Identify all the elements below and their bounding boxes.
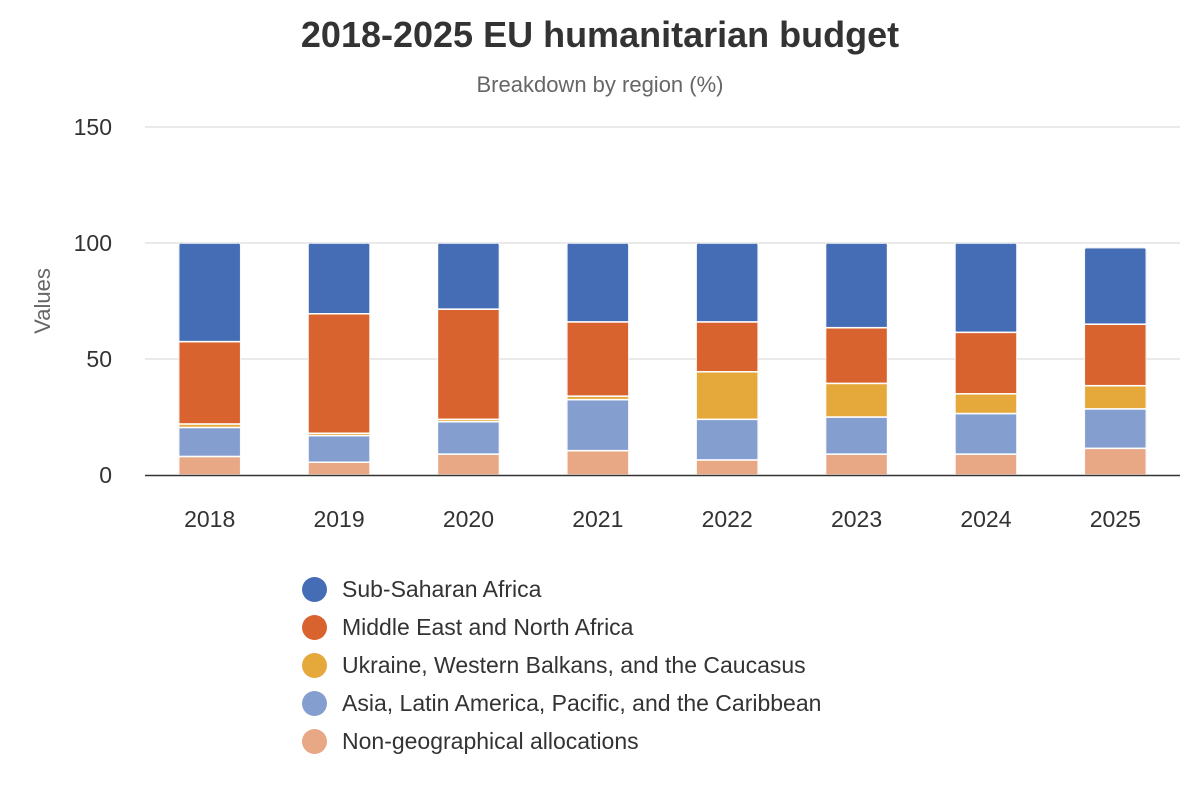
bar-segment[interactable] <box>1084 247 1147 325</box>
axes: 0 50 100 150 Values 2018 2019 2020 2021 2022 2023 2… <box>30 114 1180 532</box>
bar-stack-2020[interactable] <box>437 243 500 476</box>
bar-segment[interactable] <box>308 243 371 315</box>
legend-item[interactable]: Middle East and North Africa <box>302 608 821 646</box>
bar-segment[interactable] <box>437 308 500 421</box>
bar-stack-2024[interactable] <box>954 243 1017 476</box>
x-tick-label: 2022 <box>702 506 753 532</box>
bar-segment[interactable] <box>825 326 888 385</box>
y-axis-title: Values <box>30 268 55 334</box>
bar-segment[interactable] <box>178 426 241 458</box>
x-tick-label: 2018 <box>184 506 235 532</box>
bar-segment[interactable] <box>308 461 371 476</box>
bar-segment[interactable] <box>437 420 500 455</box>
legend-label: Non-geographical allocations <box>342 727 639 754</box>
legend-item[interactable]: Asia, Latin America, Pacific, and the Ca… <box>302 684 821 722</box>
bar-segment[interactable] <box>825 416 888 455</box>
bar-segment[interactable] <box>954 453 1017 476</box>
bar-segment[interactable] <box>178 455 241 476</box>
legend-label: Sub-Saharan Africa <box>342 575 542 602</box>
legend-label: Asia, Latin America, Pacific, and the Ca… <box>342 689 822 716</box>
x-tick-label: 2025 <box>1090 506 1141 532</box>
stacked-bar-chart: 0 50 100 150 Values 2018 2019 2020 2021 2022 2023 2… <box>30 114 1180 532</box>
legend: Sub-Saharan Africa Middle East and North … <box>302 570 821 760</box>
bar-segment[interactable] <box>825 243 888 329</box>
bar-segment[interactable] <box>437 453 500 476</box>
y-tick-label: 50 <box>86 346 112 372</box>
bar-segment[interactable] <box>696 459 759 476</box>
bar-segment[interactable] <box>308 434 371 463</box>
legend-item[interactable]: Non-geographical allocations <box>302 722 821 760</box>
x-tick-label: 2023 <box>831 506 882 532</box>
bar-stack-2025[interactable] <box>1084 247 1147 476</box>
bar-segment[interactable] <box>1084 447 1147 476</box>
legend-swatch <box>302 690 327 716</box>
chart-subtitle: Breakdown by region (%) <box>476 72 724 97</box>
bar-segment[interactable] <box>566 321 629 397</box>
legend-swatch <box>302 652 327 678</box>
bar-stack-2018[interactable] <box>178 243 241 476</box>
bar-segment[interactable] <box>696 243 759 323</box>
bar-segment[interactable] <box>566 398 629 452</box>
bar-segment[interactable] <box>1084 323 1147 387</box>
bar-segment[interactable] <box>308 313 371 434</box>
x-tick-label: 2021 <box>572 506 623 532</box>
bar-segment[interactable] <box>825 382 888 418</box>
legend-swatch <box>302 614 327 640</box>
bar-segment[interactable] <box>954 393 1017 415</box>
bar-segment[interactable] <box>437 243 500 310</box>
bar-stack-2019[interactable] <box>308 243 371 476</box>
legend-item[interactable]: Sub-Saharan Africa <box>302 570 821 608</box>
bar-stack-2023[interactable] <box>825 243 888 476</box>
bar-segment[interactable] <box>696 418 759 461</box>
bar-segment[interactable] <box>954 243 1017 334</box>
x-tick-label: 2024 <box>960 506 1011 532</box>
bar-segment[interactable] <box>178 243 241 343</box>
bar-segment[interactable] <box>825 453 888 476</box>
legend-swatch <box>302 728 327 754</box>
bar-segment[interactable] <box>1084 384 1147 410</box>
x-tick-label: 2020 <box>443 506 494 532</box>
gridlines <box>145 126 1180 360</box>
bar-segment[interactable] <box>1084 408 1147 450</box>
legend-label: Middle East and North Africa <box>342 613 634 640</box>
bars <box>178 243 1147 476</box>
bar-segment[interactable] <box>954 331 1017 395</box>
bar-stack-2022[interactable] <box>696 243 759 476</box>
y-tick-label: 150 <box>74 114 112 140</box>
bar-stack-2021[interactable] <box>566 243 629 476</box>
bar-segment[interactable] <box>566 449 629 476</box>
legend-swatch <box>302 576 327 602</box>
bar-segment[interactable] <box>566 243 629 323</box>
bar-segment[interactable] <box>954 412 1017 455</box>
bar-segment[interactable] <box>696 371 759 421</box>
bar-segment[interactable] <box>178 340 241 425</box>
chart-title: 2018-2025 EU humanitarian budget <box>300 14 900 55</box>
y-tick-label: 0 <box>99 462 112 488</box>
x-tick-label: 2019 <box>313 506 364 532</box>
legend-item[interactable]: Ukraine, Western Balkans, and the Caucas… <box>302 646 821 684</box>
legend-label: Ukraine, Western Balkans, and the Caucas… <box>342 651 806 678</box>
y-tick-label: 100 <box>74 230 112 256</box>
bar-segment[interactable] <box>696 321 759 373</box>
